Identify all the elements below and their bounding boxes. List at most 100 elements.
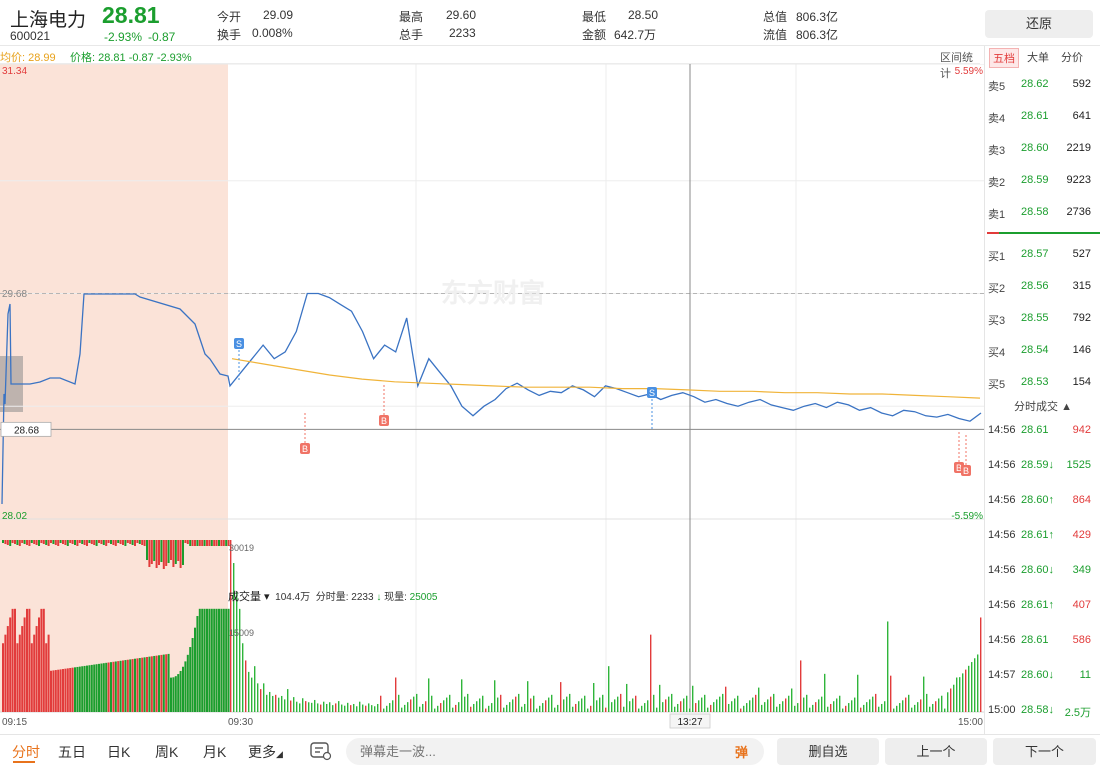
order-divider-marker [987, 232, 999, 234]
volume-bar [962, 673, 964, 712]
reset-button[interactable]: 还原 [985, 10, 1093, 38]
danmu-toggle-icon[interactable] [310, 741, 332, 761]
total-volume-value: 2233 [449, 26, 476, 40]
volume-bar [443, 700, 445, 712]
volume-bar [746, 703, 748, 712]
volume-bar [851, 700, 853, 712]
volume-bar [90, 664, 93, 712]
volume-bar [920, 699, 922, 712]
volume-bar [884, 701, 886, 712]
volume-bar [599, 697, 601, 712]
volume-bar [392, 700, 394, 712]
volume-bar [464, 696, 466, 712]
change-amount: -0.87 [148, 30, 176, 44]
volume-bar [773, 693, 775, 712]
volume-bar [263, 683, 265, 712]
volume-bar [329, 702, 331, 712]
volume-bar [117, 661, 120, 712]
volume-bar [110, 662, 112, 712]
volume-bar [213, 608, 216, 712]
trade-volume: 407 [1072, 599, 1091, 611]
auction-bar [174, 540, 177, 564]
range-stats-button[interactable]: 区间统计 [940, 52, 973, 80]
volume-current: 25005 [409, 592, 438, 603]
volume-bar [138, 658, 141, 712]
volume-bar [107, 662, 110, 712]
trade-time: 14:56 [988, 634, 1016, 646]
volume-bar [956, 677, 958, 712]
bid-volume: 154 [1072, 376, 1091, 388]
volume-bar [893, 708, 895, 712]
bid-row: 买3 28.55 792 [985, 312, 1100, 332]
volume-bar [305, 701, 307, 712]
volume-bar [749, 700, 751, 712]
auction-bar [88, 540, 91, 543]
volume-bar [122, 660, 124, 712]
volume-bar [671, 693, 673, 712]
auction-bar [227, 540, 230, 546]
volume-bar [479, 698, 481, 712]
price-axis-bottom: 28.02 [2, 511, 27, 522]
auction-bar [124, 540, 127, 546]
volume-bar [476, 701, 478, 712]
tab-price-distribution[interactable]: 分价 [1061, 52, 1083, 64]
auction-bar [66, 540, 69, 546]
ask-level-label: 卖1 [988, 209, 1006, 221]
tab-five-day[interactable]: 五日 [58, 744, 86, 760]
order-book-panel: 五档 大单 分价 卖5 28.62 592 卖4 28.61 641 卖3 28.60 2219… [984, 46, 1100, 734]
volume-bar [968, 665, 970, 712]
bottom-toolbar: 分时 五日 日K 周K 月K 更多◢ 弹 删自选 上一个 下一个 [0, 734, 1100, 768]
trade-price: 28.60↑ [1021, 494, 1055, 506]
volume-bar [380, 695, 382, 712]
volume-bar [184, 661, 187, 712]
volume-bar [239, 608, 241, 712]
volume-bar [533, 695, 535, 712]
volume-bar [521, 706, 523, 712]
remove-favorite-button[interactable]: 删自选 [777, 738, 879, 765]
volume-bar [210, 608, 213, 712]
low-label: 最低 [582, 10, 607, 24]
auction-bar [134, 540, 136, 546]
volume-bar [917, 702, 919, 712]
next-stock-button[interactable]: 下一个 [993, 738, 1096, 765]
trades-title[interactable]: 分时成交 ▲ [1014, 401, 1072, 413]
order-divider [987, 232, 1100, 234]
volume-bar [179, 670, 182, 712]
volume-bar [114, 661, 117, 712]
auction-bar [225, 540, 228, 546]
volume-bar [136, 658, 139, 712]
volume-bar [875, 693, 877, 712]
tab-more[interactable]: 更多◢ [248, 742, 283, 762]
ask-row: 卖5 28.62 592 [985, 78, 1100, 98]
tab-big-order[interactable]: 大单 [1027, 52, 1049, 64]
volume-bar [845, 705, 847, 712]
auction-bar [69, 540, 72, 543]
auction-bar [138, 540, 141, 544]
volume-bar [93, 664, 96, 712]
tab-intraday[interactable]: 分时 [12, 744, 40, 760]
volume-bar [148, 656, 151, 712]
tab-five-level[interactable]: 五档 [989, 48, 1019, 68]
volume-bar [203, 608, 206, 712]
volume-bar [230, 540, 232, 712]
volume-bar [40, 608, 43, 712]
volume-bar [332, 705, 334, 712]
danmu-input[interactable] [346, 738, 764, 765]
tab-weekly-k[interactable]: 周K [155, 744, 179, 760]
volume-dropdown[interactable]: 成交量 ▾ [228, 591, 270, 603]
tab-monthly-k[interactable]: 月K [203, 744, 227, 760]
previous-stock-button[interactable]: 上一个 [885, 738, 987, 765]
volume-bar [635, 695, 637, 712]
trade-volume: 586 [1072, 634, 1091, 646]
auction-bar [136, 540, 139, 543]
auction-bar [105, 540, 108, 546]
active-tab-underline [13, 761, 35, 763]
tab-daily-k[interactable]: 日K [107, 744, 131, 760]
auction-bar [213, 540, 216, 546]
volume-bar [707, 707, 709, 712]
volume-bar [491, 703, 493, 712]
ask-level-label: 卖4 [988, 113, 1006, 125]
danmu-send-icon[interactable]: 弹 [735, 745, 749, 760]
